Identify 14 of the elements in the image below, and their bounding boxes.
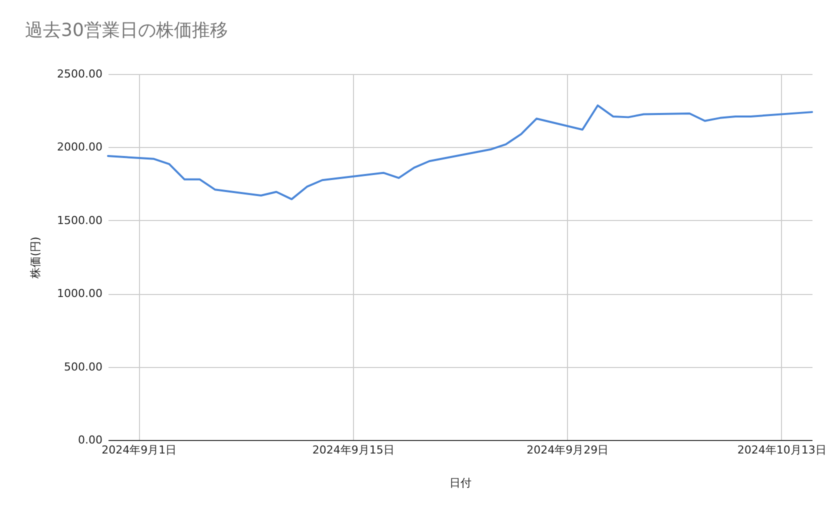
chart-title: 過去30営業日の株価推移 (25, 20, 228, 41)
x-axis-title: 日付 (450, 476, 472, 490)
x-tick-label: 2024年9月15日 (312, 444, 394, 456)
x-tick-label: 2024年9月29日 (526, 444, 609, 456)
y-tick-label: 2000.00 (57, 140, 102, 154)
x-tick-label: 2024年10月13日 (737, 444, 826, 456)
line-series (107, 104, 813, 200)
y-tick-label: 0.00 (78, 434, 102, 446)
x-tick-label: 2024年9月1日 (102, 444, 177, 456)
y-axis-title: 株価(円) (29, 236, 42, 280)
y-tick-label: 1500.00 (57, 214, 102, 227)
y-tick-label: 1000.00 (57, 287, 102, 300)
y-tick-label: 2500.00 (57, 68, 102, 80)
y-tick-label: 500.00 (64, 360, 102, 374)
